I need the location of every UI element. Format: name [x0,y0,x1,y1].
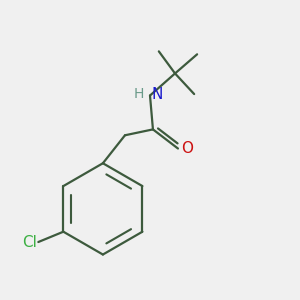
Text: N: N [152,87,163,102]
Text: Cl: Cl [22,235,37,250]
Text: O: O [181,141,193,156]
Text: H: H [133,87,143,101]
